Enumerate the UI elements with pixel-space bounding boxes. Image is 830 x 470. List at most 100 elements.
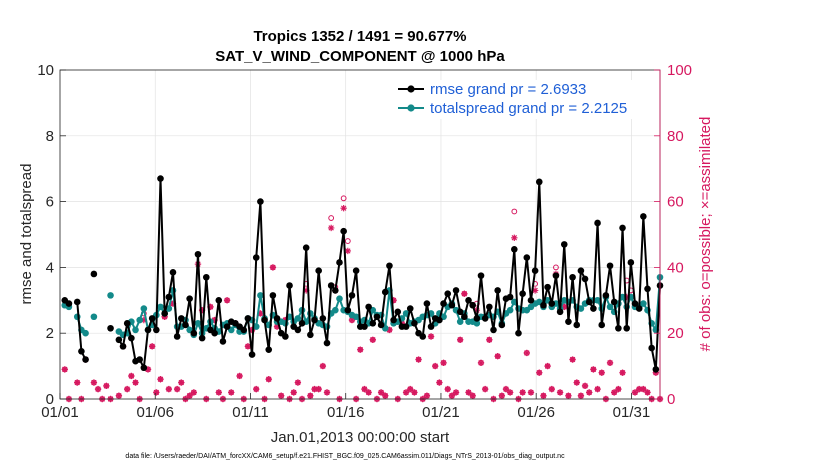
y2-tick-label: 60 (667, 194, 684, 211)
assimilated-obs-marker (144, 366, 152, 373)
rmse-point (144, 326, 152, 334)
assimilated-obs-marker (452, 389, 460, 396)
assimilated-obs-marker (186, 392, 193, 399)
totalspread-point (619, 293, 626, 301)
rmse-point (527, 297, 535, 304)
assimilated-obs-marker (361, 385, 368, 393)
rmse-point (406, 305, 414, 312)
rmse-point (590, 305, 597, 312)
rmse-point (261, 316, 268, 324)
assimilated-obs-marker (415, 356, 422, 363)
rmse-point (128, 334, 135, 342)
rmse-point (107, 324, 114, 332)
assimilated-obs-marker (294, 379, 302, 386)
y2-tick-label: 40 (667, 259, 684, 276)
assimilated-obs-marker (502, 385, 510, 393)
rmse-series (61, 175, 664, 373)
rmse-point (640, 213, 647, 220)
y2-tick-label: 100 (667, 62, 692, 79)
rmse-point (244, 315, 252, 322)
totalspread-point (506, 306, 514, 314)
rmse-point (352, 267, 360, 274)
data-file-footnote: data file: /Users/raeder/DAI/ATM_forcXX/… (125, 453, 565, 460)
assimilated-obs-marker (519, 389, 526, 396)
totalspread-point (90, 313, 98, 321)
assimilated-obs-marker (577, 392, 585, 399)
rmse-point (481, 315, 489, 322)
rmse-point (257, 198, 264, 205)
totalspread-point (332, 306, 339, 314)
rmse-point (198, 334, 206, 342)
assimilated-obs-marker (340, 204, 347, 212)
x-tick-label: 01/11 (232, 404, 268, 421)
assimilated-obs-marker (253, 385, 260, 393)
assimilated-obs-marker (444, 385, 451, 393)
assimilated-obs-marker (327, 224, 335, 232)
rmse-point (78, 347, 85, 355)
rmse-point (419, 333, 427, 340)
x-tick-label: 01/16 (327, 404, 365, 421)
rmse-point (619, 224, 626, 232)
assimilated-obs-marker (469, 392, 476, 399)
y2-tick-label: 0 (667, 391, 675, 408)
rmse-point (644, 285, 651, 293)
assimilated-obs-marker (123, 385, 131, 393)
rmse-point (448, 301, 456, 309)
rmse-point (381, 288, 389, 296)
assimilated-obs-marker (615, 385, 622, 393)
assimilated-obs-marker (273, 323, 281, 330)
assimilated-obs-marker (506, 389, 514, 396)
rmse-point (294, 326, 302, 334)
assimilated-obs-marker (115, 392, 123, 399)
possible-obs-marker (344, 238, 351, 244)
y2-tick-label: 20 (667, 325, 684, 342)
totalspread-point (294, 315, 302, 322)
rmse-point (506, 293, 514, 301)
assimilated-obs-marker (569, 356, 576, 363)
rmse-point (511, 246, 518, 253)
assimilated-obs-marker (319, 362, 327, 370)
totalspread-point (473, 320, 481, 327)
rmse-point (394, 308, 402, 316)
assimilated-obs-marker (498, 392, 506, 399)
assimilated-obs-marker (486, 336, 493, 343)
chart-title: Tropics 1352 / 1491 = 90.677% (253, 28, 466, 45)
x-tick-label: 01/26 (517, 404, 555, 421)
legend-spread-marker (407, 104, 415, 112)
y2-tick-label: 80 (667, 128, 684, 145)
rmse-point (498, 321, 506, 329)
rmse-point (148, 315, 156, 322)
assimilated-obs-marker (377, 389, 385, 396)
rmse-point (153, 326, 160, 334)
rmse-point (248, 351, 256, 358)
legend-box (392, 80, 655, 119)
y-tick-label: 4 (46, 259, 54, 276)
chart-subtitle: SAT_V_WIND_COMPONENT @ 1000 hPa (215, 48, 505, 65)
assimilated-obs-marker (357, 346, 364, 353)
assimilated-obs-marker (573, 379, 580, 386)
assimilated-obs-marker (481, 385, 489, 393)
assimilated-obs-marker (635, 385, 643, 393)
rmse-point (552, 272, 560, 279)
assimilated-obs-marker (594, 385, 601, 393)
rmse-point (302, 244, 310, 251)
rmse-point (548, 300, 556, 307)
y-tick-label: 6 (46, 194, 54, 211)
rmse-point (119, 343, 127, 350)
rmse-point (215, 297, 223, 304)
assimilated-obs-marker (531, 287, 539, 294)
assimilated-obs-marker (548, 385, 555, 393)
rmse-point (440, 300, 447, 307)
legend-rmse-label: rmse grand pr = 2.6933 (430, 81, 586, 98)
rmse-point (540, 301, 547, 309)
assimilated-obs-marker (223, 297, 231, 304)
x-tick-label: 01/01 (41, 404, 79, 421)
totalspread-point (352, 313, 360, 321)
rmse-point (344, 306, 352, 314)
legend-spread-label: totalspread grand pr = 2.2125 (430, 100, 627, 117)
x-tick-label: 01/21 (422, 404, 460, 421)
totalspread-point (594, 297, 601, 304)
totalspread-point (336, 295, 343, 302)
x-axis-ticks: 01/01 01/06 01/11 01/16 01/21 01/26 01/31 (41, 393, 650, 421)
y-axis-label: rmse and totalspread (18, 164, 35, 305)
